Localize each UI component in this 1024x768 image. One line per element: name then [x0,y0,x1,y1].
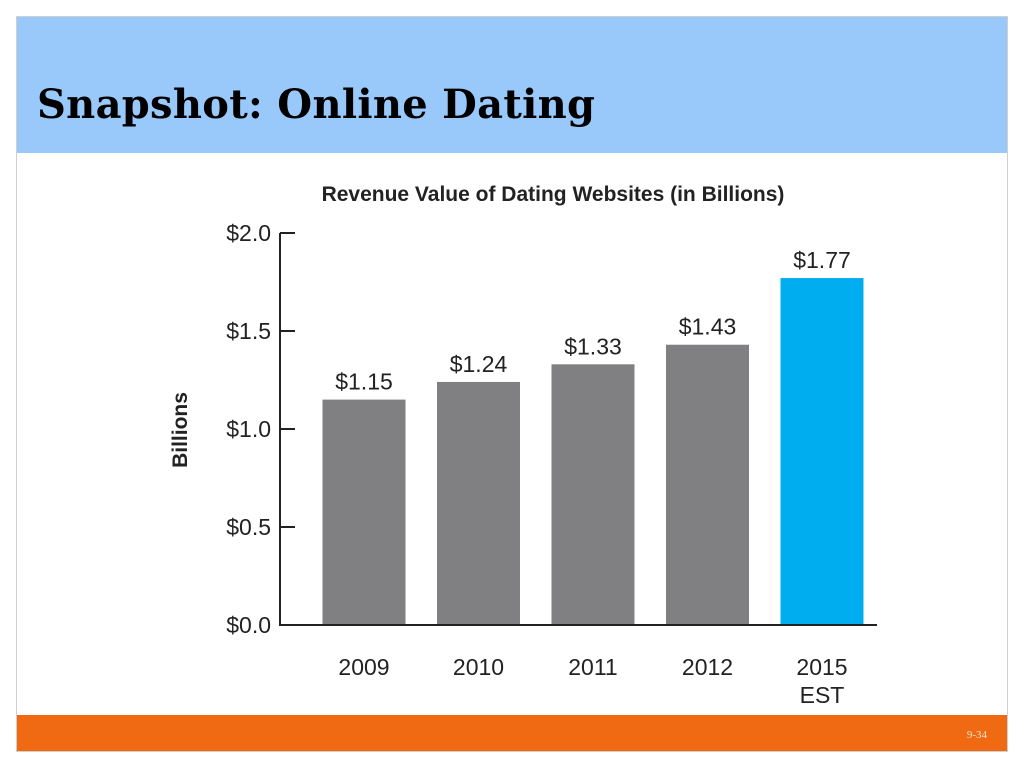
y-tick-label: $1.5 [226,318,271,344]
x-category-label: EST [800,682,845,708]
slide-header: Snapshot: Online Dating [17,17,1007,153]
slide-footer: 9-34 [17,715,1007,751]
bar [551,364,635,625]
page-number: 9-34 [966,729,987,741]
x-category-label: 2012 [682,654,733,680]
bar-chart: Revenue Value of Dating Websites (in Bil… [169,183,877,708]
data-label: $1.24 [450,351,508,377]
bar [780,278,864,625]
y-tick-label: $2.0 [226,220,271,246]
y-tick-label: $0.0 [226,612,271,638]
y-tick-label: $0.5 [226,514,271,540]
x-category-label: 2009 [338,654,389,680]
bar [437,381,520,625]
chart-panel: Revenue Value of Dating Websites (in Bil… [149,153,877,717]
x-category-label: 2015 [796,654,847,680]
x-category-label: 2011 [568,654,617,680]
y-axis-label: Billions [169,392,192,468]
data-label: $1.43 [679,314,737,340]
data-label: $1.33 [564,333,622,359]
data-label: $1.77 [793,247,851,273]
chart-title: Revenue Value of Dating Websites (in Bil… [322,183,785,206]
bar [666,344,749,625]
slide-title: Snapshot: Online Dating [37,81,596,128]
slide: Snapshot: Online Dating Revenue Value of… [16,16,1008,752]
x-category-label: 2010 [453,654,504,680]
bar [322,399,406,625]
data-label: $1.15 [335,369,393,395]
y-tick-label: $1.0 [226,416,271,442]
